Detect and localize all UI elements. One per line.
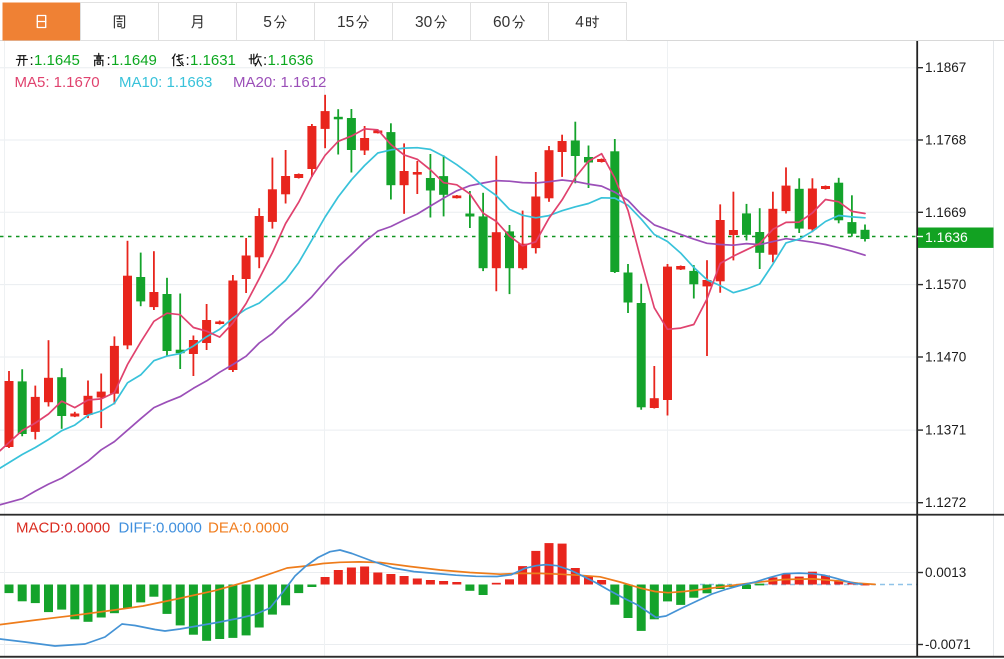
- svg-text:1.1272: 1.1272: [925, 495, 966, 510]
- svg-text:60: 60: [493, 14, 511, 31]
- svg-text:DIFF:0.0000: DIFF:0.0000: [119, 520, 202, 537]
- svg-text:MA5: 1.1670: MA5: 1.1670: [15, 74, 100, 91]
- svg-text:1.1645: 1.1645: [34, 52, 80, 69]
- svg-text:DEA:0.0000: DEA:0.0000: [208, 520, 289, 537]
- svg-text:1.1636: 1.1636: [268, 52, 314, 69]
- svg-text:1.1867: 1.1867: [925, 60, 966, 75]
- svg-text:1.1570: 1.1570: [925, 277, 966, 292]
- svg-text:5: 5: [263, 14, 272, 31]
- svg-text:1.1631: 1.1631: [190, 52, 236, 69]
- svg-text:MA20: 1.1612: MA20: 1.1612: [233, 74, 326, 91]
- svg-text:1.1371: 1.1371: [925, 423, 966, 438]
- svg-text::: :: [107, 52, 111, 69]
- svg-text:1.1768: 1.1768: [925, 133, 966, 148]
- svg-text:4: 4: [575, 14, 584, 31]
- svg-text::: :: [186, 52, 190, 69]
- svg-text:-0.0071: -0.0071: [925, 637, 971, 652]
- svg-text:1.1649: 1.1649: [111, 52, 157, 69]
- svg-text:0.0013: 0.0013: [925, 565, 966, 580]
- svg-text:MACD:0.0000: MACD:0.0000: [16, 520, 110, 537]
- svg-text:15: 15: [337, 14, 354, 31]
- svg-text:1.1470: 1.1470: [925, 350, 966, 365]
- svg-text:30: 30: [415, 14, 433, 31]
- svg-text::: :: [30, 52, 34, 69]
- svg-text:1.1669: 1.1669: [925, 205, 966, 220]
- svg-text:1.1636: 1.1636: [925, 229, 968, 245]
- svg-text::: :: [263, 52, 267, 69]
- svg-text:MA10: 1.1663: MA10: 1.1663: [119, 74, 212, 91]
